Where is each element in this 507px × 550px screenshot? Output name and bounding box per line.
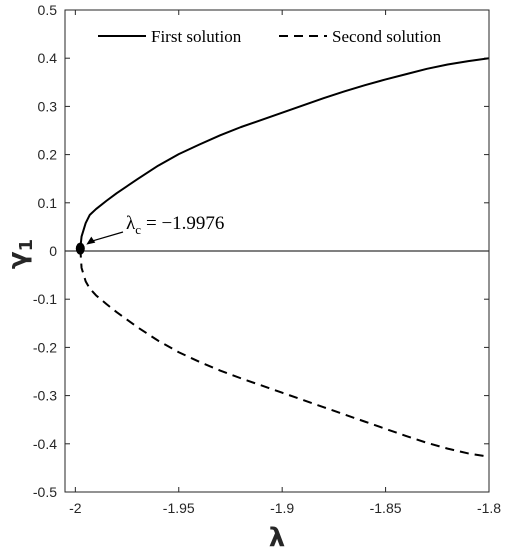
x-tick-label: -1.95	[163, 500, 195, 516]
critical-point-arrowhead	[86, 236, 96, 245]
tick-label-group: -2 -1.95 -1.9 -1.85 -1.8 -0.5 -0.4 -0.3 -0.2 -0.1…	[33, 2, 501, 516]
legend-label-second: Second solution	[332, 27, 442, 46]
y-tick-label: -0.3	[33, 388, 57, 404]
y-tick-label: 0	[49, 243, 57, 259]
y-tick-label: 0.4	[38, 50, 58, 66]
y-tick-label: -0.2	[33, 339, 57, 355]
x-axis-label: λ	[269, 523, 285, 550]
x-tick-label: -1.85	[370, 500, 402, 516]
y-tick-label: 0.5	[38, 2, 58, 18]
series-line-second-solution	[79, 248, 490, 458]
x-tick-label: -1.8	[477, 500, 501, 516]
y-tick-label: 0.3	[38, 98, 58, 114]
x-tick-label: -2	[69, 500, 82, 516]
y-axis-label-main: γ	[3, 251, 33, 269]
y-tick-label: -0.5	[33, 484, 57, 500]
critical-point-label: λc = −1.9976	[126, 213, 224, 237]
y-axis-label-sub: 1	[16, 239, 37, 252]
critical-point-symbol: λ	[126, 213, 136, 234]
y-tick-label: -0.1	[33, 291, 57, 307]
plot-frame	[64, 9, 490, 493]
x-tick-label: -1.9	[270, 500, 294, 516]
y-tick-label: -0.4	[33, 436, 57, 452]
legend: First solution Second solution	[98, 27, 442, 46]
critical-point-subscript: c	[135, 222, 141, 237]
critical-point-marker	[75, 242, 85, 255]
series-line-first-solution	[79, 57, 490, 249]
y-tick-label: 0.1	[38, 195, 58, 211]
y-axis-label: γ1	[3, 239, 37, 269]
critical-point-value: = −1.9976	[146, 213, 224, 234]
critical-point-arrow	[90, 231, 124, 243]
series-group	[79, 57, 490, 458]
critical-point-group: λc = −1.9976	[75, 213, 224, 255]
y-tick-label: 0.2	[38, 147, 58, 163]
legend-label-first: First solution	[151, 27, 242, 46]
